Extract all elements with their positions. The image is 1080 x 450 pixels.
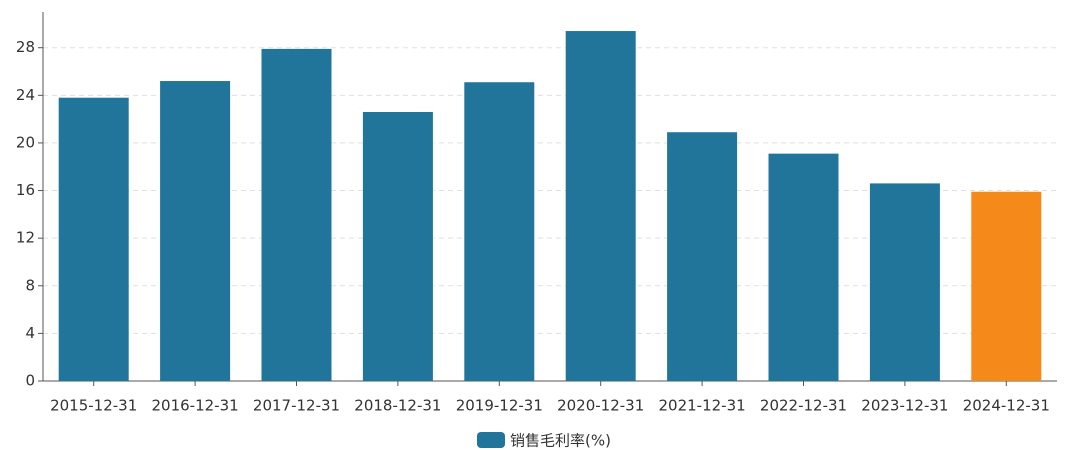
x-tick-label: 2020-12-31 [557,397,644,415]
bar [565,31,636,381]
x-tick-label: 2018-12-31 [354,397,441,415]
bar [261,48,332,382]
x-tick-label: 2016-12-31 [152,397,239,415]
bar [464,82,535,381]
x-tick-label: 2024-12-31 [963,397,1050,415]
bar [971,191,1042,381]
x-tick-label: 2021-12-31 [659,397,746,415]
legend-swatch [477,432,505,448]
x-tick-label: 2023-12-31 [861,397,948,415]
bar [667,132,738,381]
x-tick-label: 2017-12-31 [253,397,340,415]
y-tick-label: 28 [16,38,35,56]
bar [362,111,433,382]
y-tick-label: 20 [16,133,35,151]
y-tick-label: 16 [16,181,35,199]
bar [58,97,129,382]
bar [160,81,231,382]
legend-label: 销售毛利率(%) [510,432,611,450]
bar [768,153,839,381]
bar [869,183,940,381]
y-tick-label: 0 [25,372,35,390]
x-tick-label: 2019-12-31 [456,397,543,415]
y-tick-label: 8 [25,276,35,294]
y-tick-label: 24 [16,86,35,104]
y-tick-label: 12 [16,229,35,247]
x-tick-label: 2015-12-31 [50,397,137,415]
x-tick-label: 2022-12-31 [760,397,847,415]
y-tick-label: 4 [25,324,35,342]
